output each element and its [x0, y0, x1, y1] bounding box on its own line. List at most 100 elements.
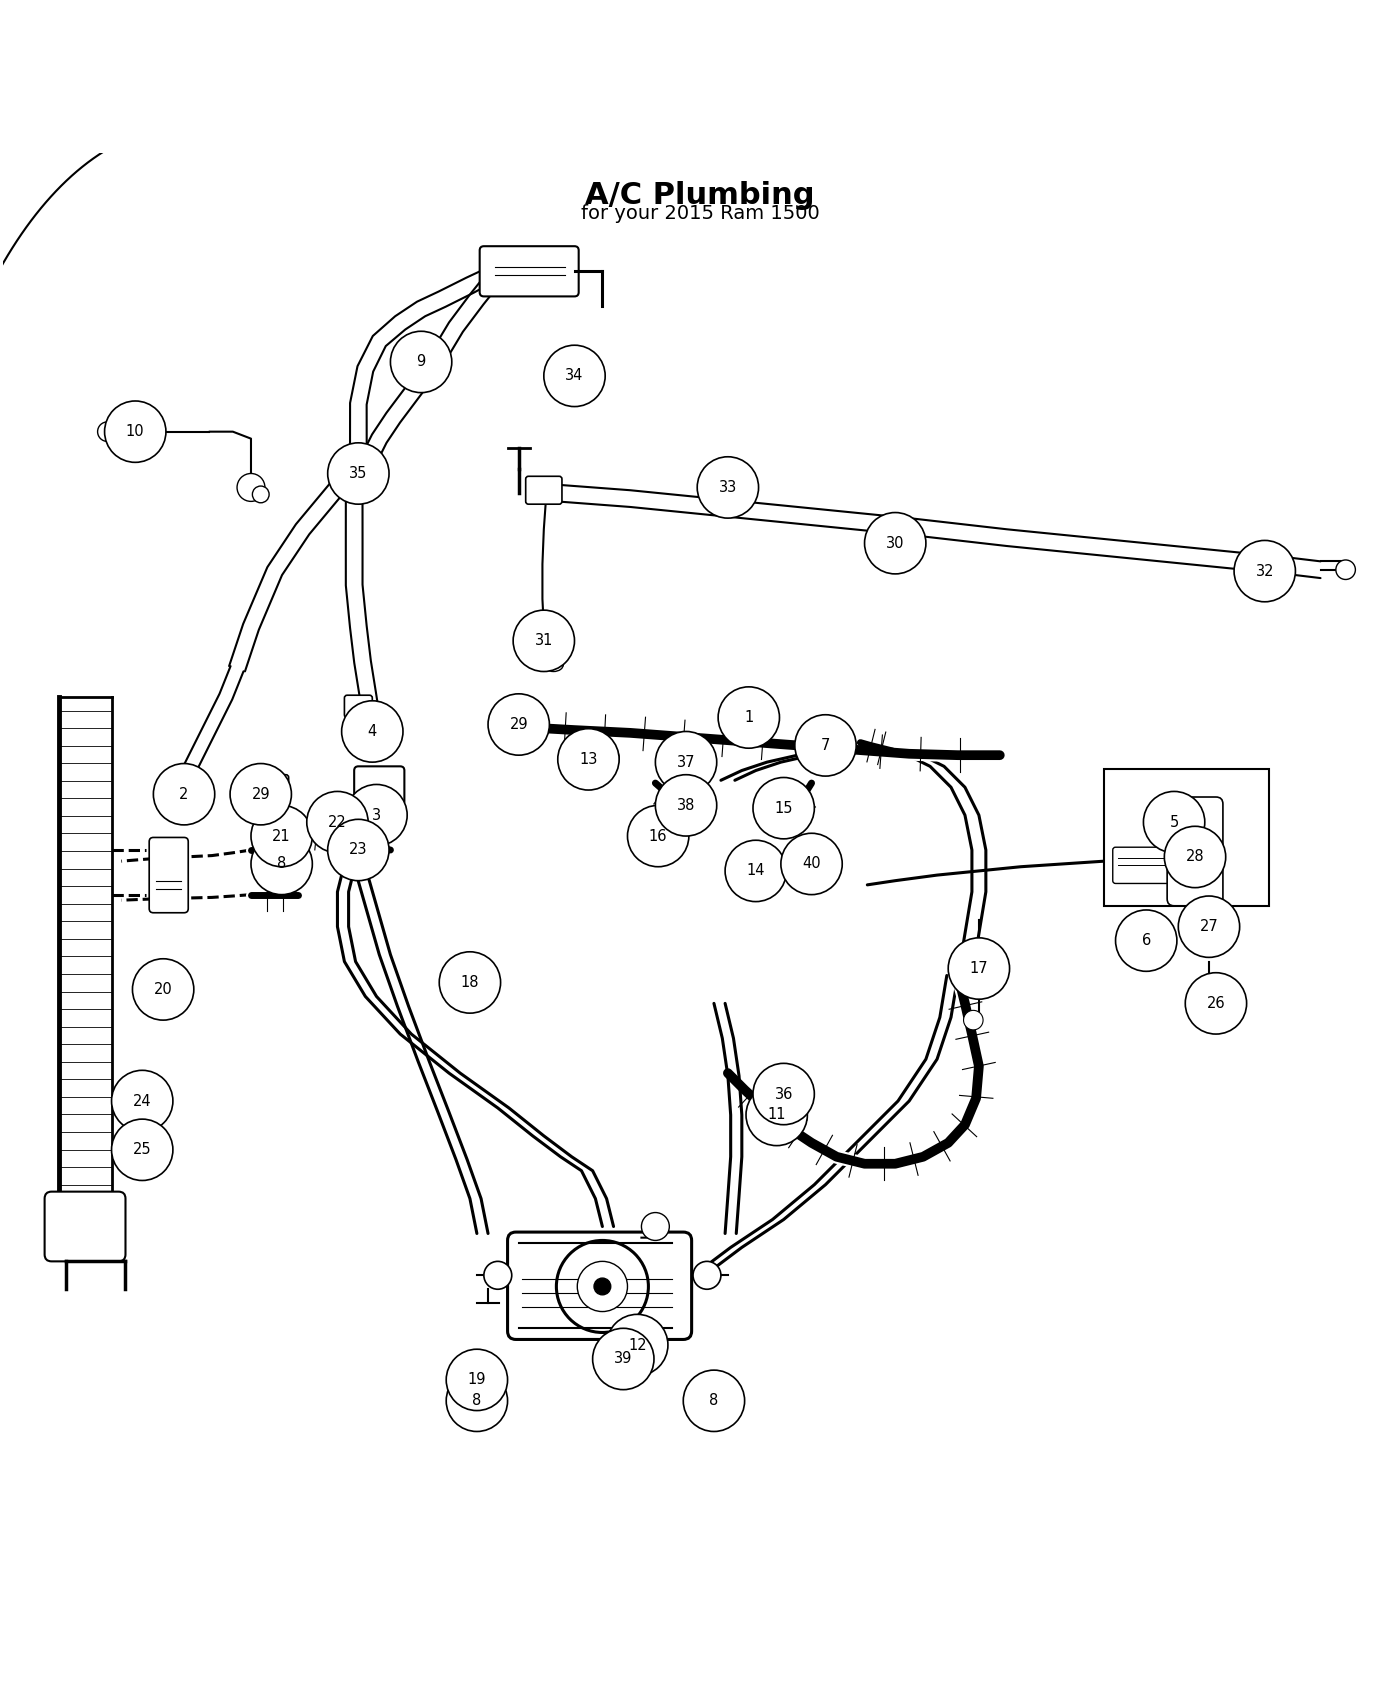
Circle shape	[1144, 792, 1205, 853]
Text: 17: 17	[970, 960, 988, 976]
Bar	[1105, 768, 1268, 906]
Circle shape	[251, 833, 312, 894]
Circle shape	[1233, 541, 1295, 602]
FancyBboxPatch shape	[354, 767, 405, 806]
Circle shape	[447, 1350, 508, 1411]
FancyBboxPatch shape	[248, 775, 288, 799]
FancyBboxPatch shape	[641, 823, 675, 847]
Circle shape	[391, 332, 452, 393]
Text: 1: 1	[745, 711, 753, 724]
Circle shape	[154, 763, 214, 824]
Text: 39: 39	[615, 1352, 633, 1367]
Circle shape	[484, 1261, 512, 1289]
Circle shape	[307, 792, 368, 853]
FancyBboxPatch shape	[344, 695, 372, 717]
Circle shape	[655, 775, 717, 836]
Circle shape	[556, 1241, 648, 1333]
Bar	[560, 379, 582, 396]
Circle shape	[606, 1314, 668, 1375]
Text: 12: 12	[629, 1338, 647, 1353]
Circle shape	[133, 959, 193, 1020]
Text: 21: 21	[273, 828, 291, 843]
Circle shape	[591, 745, 619, 772]
Text: 3: 3	[372, 808, 381, 823]
Text: 7: 7	[820, 738, 830, 753]
Circle shape	[252, 486, 269, 503]
Text: 40: 40	[802, 857, 820, 872]
Circle shape	[781, 833, 843, 894]
Circle shape	[676, 750, 701, 775]
Circle shape	[577, 1261, 627, 1312]
FancyBboxPatch shape	[480, 246, 578, 296]
Text: 36: 36	[774, 1086, 792, 1102]
Circle shape	[693, 1261, 721, 1289]
Circle shape	[746, 1085, 808, 1146]
Text: 18: 18	[461, 976, 479, 989]
Circle shape	[230, 763, 291, 824]
Text: 14: 14	[746, 864, 764, 879]
Text: 32: 32	[1256, 564, 1274, 578]
Text: 5: 5	[1169, 814, 1179, 830]
Circle shape	[1179, 896, 1239, 957]
Text: 30: 30	[886, 536, 904, 551]
Circle shape	[1336, 559, 1355, 580]
Text: 11: 11	[767, 1107, 785, 1122]
Circle shape	[655, 731, 717, 792]
Circle shape	[543, 345, 605, 406]
Text: 9: 9	[416, 354, 426, 369]
Text: 13: 13	[580, 751, 598, 767]
Circle shape	[557, 729, 619, 790]
Circle shape	[641, 1212, 669, 1241]
Circle shape	[753, 1064, 815, 1125]
Text: 33: 33	[718, 479, 736, 495]
Text: 8: 8	[472, 1394, 482, 1408]
Circle shape	[753, 777, 815, 838]
Text: 27: 27	[1200, 920, 1218, 935]
Text: 29: 29	[510, 717, 528, 733]
Circle shape	[328, 442, 389, 505]
Text: 31: 31	[535, 634, 553, 648]
Circle shape	[1165, 826, 1226, 887]
Text: 19: 19	[468, 1372, 486, 1387]
Text: 25: 25	[133, 1142, 151, 1158]
FancyBboxPatch shape	[525, 476, 561, 505]
Circle shape	[1116, 910, 1177, 971]
Circle shape	[683, 1370, 745, 1431]
Text: for your 2015 Ram 1500: for your 2015 Ram 1500	[581, 204, 819, 223]
Circle shape	[112, 1071, 172, 1132]
Text: A/C Plumbing: A/C Plumbing	[585, 180, 815, 209]
Circle shape	[514, 610, 574, 672]
FancyBboxPatch shape	[45, 1192, 126, 1261]
FancyBboxPatch shape	[1113, 847, 1175, 884]
Circle shape	[346, 784, 407, 847]
Circle shape	[440, 952, 501, 1013]
Text: 15: 15	[774, 801, 792, 816]
Text: 23: 23	[349, 843, 368, 857]
Text: 38: 38	[676, 797, 696, 813]
Circle shape	[489, 694, 549, 755]
Text: 6: 6	[1141, 933, 1151, 949]
Text: 28: 28	[1186, 850, 1204, 865]
Text: 8: 8	[277, 857, 286, 872]
Circle shape	[251, 806, 312, 867]
Text: 2: 2	[179, 787, 189, 802]
Circle shape	[963, 1010, 983, 1030]
Circle shape	[718, 687, 780, 748]
Text: 34: 34	[566, 369, 584, 384]
Circle shape	[105, 401, 167, 462]
FancyBboxPatch shape	[1168, 797, 1224, 906]
Circle shape	[237, 474, 265, 502]
Circle shape	[1186, 972, 1246, 1034]
Text: 8: 8	[710, 1394, 718, 1408]
Circle shape	[342, 700, 403, 762]
Text: 16: 16	[650, 828, 668, 843]
Circle shape	[725, 840, 787, 901]
Circle shape	[328, 819, 389, 881]
Circle shape	[697, 457, 759, 518]
Circle shape	[755, 855, 780, 881]
Ellipse shape	[543, 658, 563, 672]
Text: 35: 35	[349, 466, 368, 481]
Circle shape	[865, 512, 925, 575]
Text: 4: 4	[368, 724, 377, 740]
Circle shape	[795, 714, 857, 777]
